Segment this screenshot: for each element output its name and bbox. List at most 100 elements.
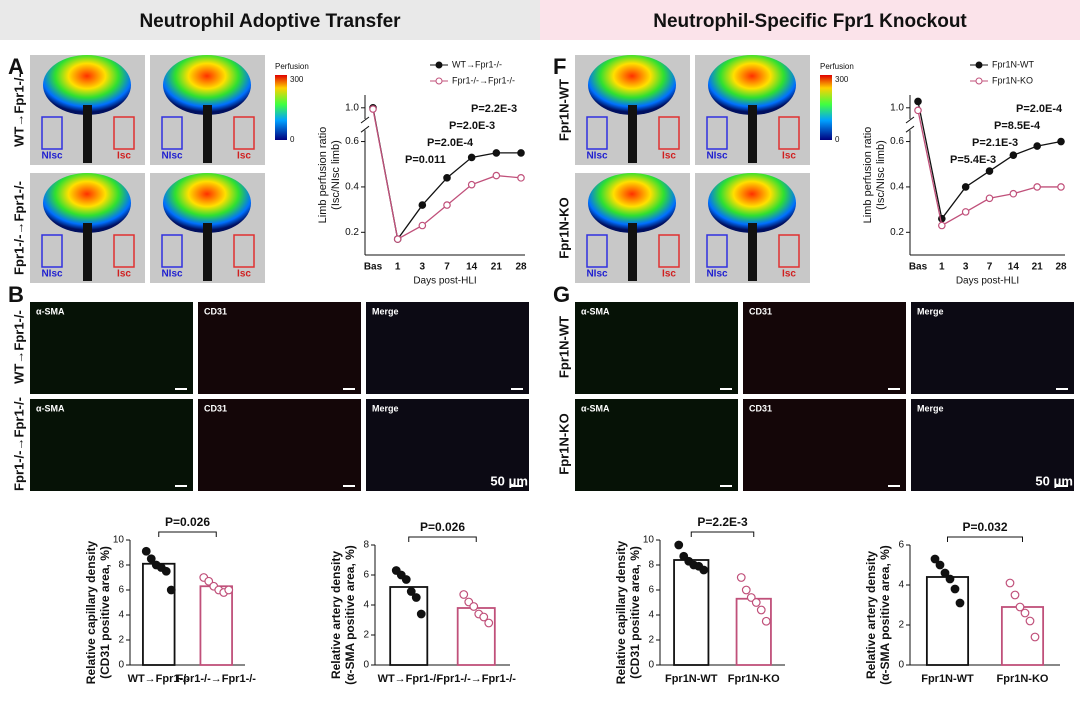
significance-bracket <box>947 536 1023 542</box>
perfusion-body <box>163 55 251 115</box>
legend-marker <box>435 61 443 69</box>
annotation: P=2.1E-3 <box>972 137 1018 149</box>
x-axis-label: Days post-HLI <box>413 276 476 287</box>
axis-break <box>360 125 370 133</box>
annotation: P=0.026 <box>165 515 210 529</box>
y-tick-label: 2 <box>648 635 654 646</box>
legend-marker <box>435 77 443 85</box>
tail <box>203 105 212 163</box>
x-tick-label: Fpr1N-KO <box>728 673 780 685</box>
y-tick-label: 4 <box>363 600 369 611</box>
isc-box <box>113 234 135 268</box>
series-marker <box>914 97 922 106</box>
y-tick-label: 8 <box>648 560 654 571</box>
staining-image <box>30 399 193 491</box>
series-marker <box>1033 183 1041 191</box>
y-axis-label: (Isc/NIsc limb) <box>875 140 887 210</box>
data-point <box>1015 602 1025 612</box>
x-tick-label: 14 <box>1008 262 1020 273</box>
row-label: WT→Fpr1-/- <box>11 310 26 384</box>
data-point <box>674 540 684 550</box>
data-point <box>950 584 960 594</box>
x-tick-label: 28 <box>1055 262 1067 273</box>
y-axis-label: Relative artery density <box>864 551 878 679</box>
y-tick-label: 0 <box>898 660 904 671</box>
section-title: Neutrophil-Specific Fpr1 Knockout <box>653 11 967 32</box>
data-point <box>761 616 771 626</box>
series-marker <box>467 180 476 189</box>
data-point <box>751 598 761 607</box>
region-label: NIsc <box>41 151 63 162</box>
significance-bracket <box>408 536 477 542</box>
nisc-box <box>706 234 728 268</box>
stain-label: CD31 <box>749 403 772 413</box>
nisc-box <box>161 116 183 150</box>
staining-image <box>366 302 529 394</box>
data-point <box>146 554 156 564</box>
tail <box>748 223 757 281</box>
series-marker <box>443 174 451 182</box>
row-label: Fpr1-/-→Fpr1-/- <box>11 181 26 275</box>
data-point <box>699 565 709 575</box>
annotation: P=0.011 <box>405 154 446 166</box>
legend-label: Fpr1N-KO <box>992 75 1033 85</box>
y-tick-label: 4 <box>118 610 124 621</box>
region-label: NIsc <box>706 269 728 280</box>
colorbar-title: Perfusion <box>275 62 309 71</box>
data-point <box>1005 578 1015 588</box>
isc-box <box>233 234 255 268</box>
nisc-box <box>706 116 728 150</box>
y-tick-label: 0.6 <box>890 136 904 147</box>
y-tick-label: 0 <box>363 660 369 671</box>
data-point <box>1020 608 1030 618</box>
series-marker <box>517 149 525 157</box>
staining-image <box>366 399 529 491</box>
series-marker <box>985 194 994 203</box>
y-axis-label: Relative capillary density <box>84 540 98 684</box>
bar <box>199 585 233 666</box>
row-label: WT→Fpr1-/- <box>11 73 26 147</box>
isc-box <box>778 234 800 268</box>
bar <box>925 576 970 666</box>
perfusion-body <box>163 173 251 233</box>
staining-image <box>575 302 738 394</box>
y-axis-label: (Isc/NIsc limb) <box>330 140 342 210</box>
data-point <box>1010 590 1020 600</box>
tail <box>83 105 92 163</box>
staining-image <box>30 302 193 394</box>
isc-box <box>233 116 255 150</box>
y-tick-label: 0 <box>648 660 654 671</box>
nisc-box <box>161 234 183 268</box>
y-tick-label: 1.0 <box>890 102 904 113</box>
data-point <box>141 546 151 556</box>
tail <box>83 223 92 281</box>
x-axis-label: Days post-HLI <box>956 276 1019 287</box>
y-tick-label: 0.2 <box>890 227 904 238</box>
region-label: NIsc <box>586 151 608 162</box>
series-marker <box>467 153 476 162</box>
bar <box>673 559 710 666</box>
colorbar <box>275 75 287 140</box>
row-label: Fpr1N-WT <box>556 79 571 141</box>
staining-image <box>911 302 1074 394</box>
region-label: NIsc <box>586 269 608 280</box>
series-marker <box>1033 142 1041 150</box>
y-tick-label: 8 <box>363 540 369 551</box>
y-axis-label: Limb perfusion ratio <box>317 127 329 224</box>
annotation: P=2.0E-4 <box>1016 103 1063 115</box>
series-marker <box>418 221 427 230</box>
staining-image <box>743 302 906 394</box>
series-marker <box>418 201 427 209</box>
legend-label: Fpr1N-WT <box>992 59 1034 69</box>
header-band <box>540 0 1080 40</box>
y-tick-label: 8 <box>118 560 124 571</box>
tail <box>628 105 637 163</box>
axis-break <box>905 116 915 124</box>
colorbar-label: 300 <box>835 75 849 84</box>
data-point <box>1025 616 1035 626</box>
perfusion-body <box>588 55 676 115</box>
y-tick-label: 4 <box>898 580 904 591</box>
scale-bar-label: 50 μm <box>1035 473 1073 488</box>
stain-label: CD31 <box>204 403 227 413</box>
